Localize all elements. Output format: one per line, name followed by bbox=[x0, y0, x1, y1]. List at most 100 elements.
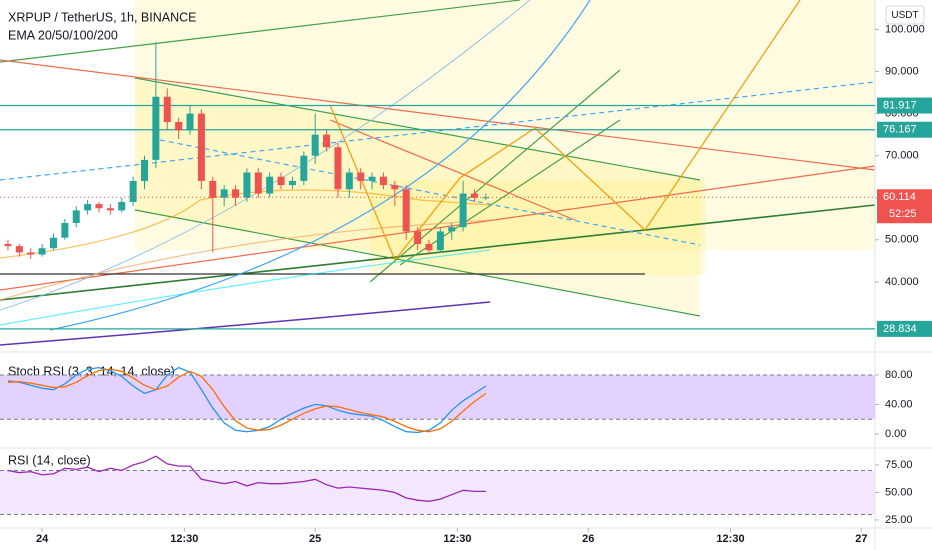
series-line bbox=[7, 455, 486, 502]
candle-body bbox=[414, 231, 422, 245]
candle-body bbox=[232, 189, 240, 198]
candle-body bbox=[300, 155, 308, 181]
candle-body bbox=[175, 122, 183, 131]
candle-body bbox=[266, 176, 274, 194]
candle-body bbox=[436, 231, 444, 251]
candle-body bbox=[186, 113, 194, 131]
x-tick-label: 12:30 bbox=[443, 533, 471, 545]
x-tick-label: 24 bbox=[36, 533, 49, 545]
x-tick-label: 26 bbox=[582, 533, 594, 545]
candle-body bbox=[288, 180, 296, 186]
candle-body bbox=[152, 96, 160, 160]
last-price-label: 60.114 bbox=[883, 191, 916, 203]
candle-body bbox=[15, 246, 23, 253]
candle-body bbox=[95, 204, 103, 209]
candle-body bbox=[323, 134, 331, 148]
y-tick-label: 25.00 bbox=[885, 514, 913, 526]
y-tick-label: 0.00 bbox=[885, 428, 906, 440]
candle-body bbox=[61, 222, 69, 238]
x-tick-label: 27 bbox=[855, 533, 867, 545]
trend-line bbox=[0, 59, 876, 171]
y-tick-label: 40.000 bbox=[885, 276, 919, 288]
y-tick-label: 50.000 bbox=[885, 234, 919, 246]
trend-line bbox=[0, 204, 876, 301]
candle-body bbox=[220, 189, 228, 198]
drawings bbox=[0, 0, 876, 346]
candle-body bbox=[243, 172, 251, 198]
y-tick-label: 80.00 bbox=[885, 369, 913, 381]
countdown: 52:25 bbox=[889, 208, 917, 220]
chart-subtitle: EMA 20/50/100/200 bbox=[8, 28, 118, 42]
x-tick-label: 12:30 bbox=[716, 533, 744, 545]
level-label: 28.834 bbox=[883, 323, 917, 335]
candle-body bbox=[254, 172, 262, 194]
candle-body bbox=[106, 208, 114, 211]
candle-body bbox=[311, 134, 319, 156]
x-tick-label: 25 bbox=[309, 533, 321, 545]
series-line bbox=[7, 368, 487, 433]
trend-line bbox=[134, 209, 701, 317]
candle-body bbox=[197, 113, 205, 181]
ema-line bbox=[0, 189, 491, 259]
level-label: 81.917 bbox=[883, 99, 917, 111]
pane-title: RSI (14, close) bbox=[8, 453, 91, 467]
trend-line bbox=[399, 119, 621, 266]
y-tick-label: 75.00 bbox=[885, 459, 913, 471]
ema-line bbox=[0, 301, 491, 346]
curve bbox=[49, 0, 591, 331]
candle-body bbox=[357, 172, 365, 181]
last-price-box bbox=[877, 189, 932, 224]
zigzag bbox=[329, 0, 801, 262]
trend-line bbox=[0, 0, 521, 63]
candle-body bbox=[27, 252, 35, 255]
chart-title: XRPUP / TetherUS, 1h, BINANCE bbox=[8, 10, 197, 24]
trend-line bbox=[159, 139, 701, 246]
candle-body bbox=[49, 237, 57, 249]
candle-body bbox=[470, 193, 478, 198]
level-label-box bbox=[877, 320, 932, 337]
candle-body bbox=[334, 147, 342, 190]
candle-body bbox=[379, 176, 387, 186]
candle-body bbox=[482, 197, 490, 199]
trend-line bbox=[329, 119, 576, 221]
candle-body bbox=[459, 193, 467, 228]
band bbox=[0, 374, 875, 420]
candle-body bbox=[129, 180, 137, 202]
level-label: 76.167 bbox=[883, 124, 917, 136]
candle-body bbox=[345, 172, 353, 190]
band bbox=[0, 470, 875, 515]
candle-body bbox=[425, 244, 433, 251]
candle-body bbox=[118, 201, 126, 211]
candle-body bbox=[141, 159, 149, 181]
y-tick-label: 50.00 bbox=[885, 486, 913, 498]
series-line bbox=[7, 366, 487, 434]
currency: USDT bbox=[891, 10, 918, 21]
candle-body bbox=[402, 189, 410, 232]
level-label-box bbox=[877, 97, 932, 114]
y-tick-label: 70.000 bbox=[885, 150, 919, 162]
candle-body bbox=[368, 176, 376, 181]
candle-body bbox=[72, 210, 80, 223]
candle-body bbox=[448, 227, 456, 232]
currency-box bbox=[885, 5, 925, 25]
channel-fill bbox=[135, 80, 700, 315]
ema-line bbox=[0, 249, 491, 326]
range-box bbox=[135, 0, 875, 250]
range-box bbox=[370, 180, 705, 275]
y-tick-label: 90.000 bbox=[885, 65, 919, 77]
candle-body bbox=[277, 176, 285, 186]
x-tick-label: 12:30 bbox=[170, 533, 198, 545]
candle-body bbox=[84, 204, 92, 211]
candle-body bbox=[209, 180, 217, 198]
y-tick-label: 100.000 bbox=[885, 23, 925, 35]
candle-body bbox=[391, 185, 399, 190]
ema-line bbox=[0, 219, 491, 301]
candle-body bbox=[38, 248, 46, 255]
y-tick-label: 40.00 bbox=[885, 398, 913, 410]
level-label-box bbox=[877, 121, 932, 138]
trend-line bbox=[134, 77, 701, 181]
candle-body bbox=[4, 244, 12, 247]
candle-body bbox=[163, 96, 171, 123]
trend-line bbox=[0, 165, 876, 291]
